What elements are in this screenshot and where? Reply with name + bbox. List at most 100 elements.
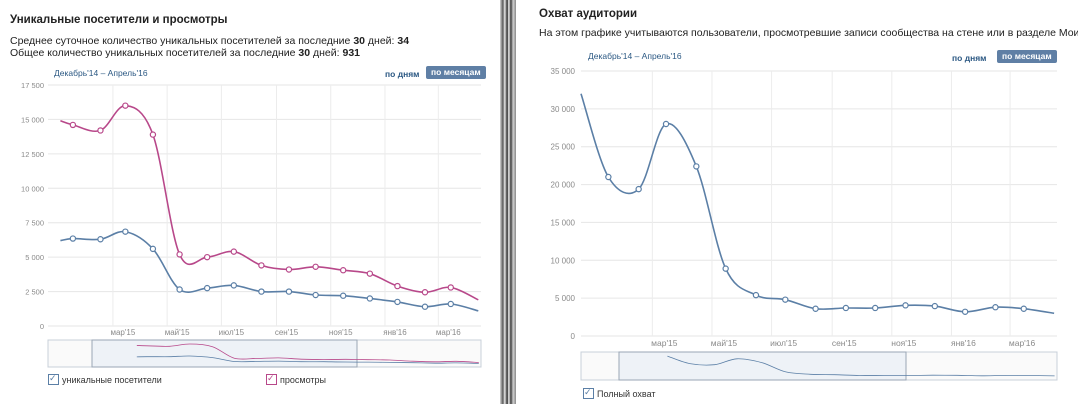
y-tick-label: 15 000 — [21, 115, 44, 124]
x-tick-label: мар'15 — [110, 328, 135, 337]
y-tick-label: 7 500 — [25, 219, 44, 228]
data-point[interactable] — [122, 102, 129, 109]
navigator-series-line — [667, 355, 1055, 377]
data-point[interactable] — [366, 270, 374, 277]
data-point[interactable] — [447, 284, 454, 291]
data-point[interactable] — [285, 288, 293, 295]
y-tick-label: 15 000 — [551, 218, 576, 227]
x-tick-label: май'15 — [711, 338, 738, 348]
data-point[interactable] — [230, 248, 238, 255]
navigator-series-line — [136, 355, 479, 364]
y-tick-label: 35 000 — [551, 67, 576, 76]
y-tick-label: 5 000 — [25, 253, 44, 262]
data-point[interactable] — [782, 296, 789, 303]
data-point[interactable] — [122, 228, 129, 235]
right-chart: 0 5 000 10 000 15 000 20 000 25 000 30 000 35 0… — [551, 67, 1058, 381]
data-point[interactable] — [872, 304, 879, 312]
y-tick-label: 25 000 — [551, 143, 576, 152]
y-tick-label: 30 000 — [551, 105, 576, 114]
plot-area — [48, 85, 481, 326]
legend-views[interactable]: просмотры — [266, 372, 326, 385]
data-point[interactable] — [97, 127, 104, 134]
data-point[interactable] — [203, 284, 211, 292]
x-tick-label: ноя'15 — [891, 338, 916, 348]
x-tick-label: сен'15 — [275, 328, 299, 337]
data-point[interactable] — [339, 267, 347, 274]
data-point[interactable] — [1020, 305, 1027, 312]
panel-divider — [500, 0, 516, 404]
left-chart: 0 2 500 5 000 7 500 10 000 12 500 15 000 17 500… — [21, 81, 482, 368]
data-point[interactable] — [149, 131, 157, 138]
data-point[interactable] — [722, 265, 729, 272]
series-line — [580, 93, 1055, 315]
data-point[interactable] — [230, 282, 238, 289]
data-point[interactable] — [69, 235, 77, 242]
navigator-series-line — [136, 343, 479, 363]
legend-views-label: просмотры — [280, 374, 326, 385]
left-by-days-button[interactable]: по дням — [385, 69, 420, 79]
right-panel-title: Охват аудитории — [539, 8, 638, 20]
data-point[interactable] — [312, 291, 319, 299]
data-point[interactable] — [203, 253, 211, 261]
x-tick-label: мар'16 — [1009, 338, 1036, 348]
data-point[interactable] — [394, 298, 401, 306]
avg-stat-value: 34 — [397, 35, 410, 47]
legend-full-reach[interactable]: Полный охват — [583, 386, 656, 399]
x-tick-label: ноя'15 — [329, 328, 353, 337]
data-point[interactable] — [693, 163, 700, 170]
left-by-months-button[interactable]: по месяцам — [426, 66, 486, 79]
y-tick-label: 0 — [571, 332, 576, 341]
left-date-range[interactable]: Декабрь'14 – Апрель'16 — [54, 68, 148, 78]
legend-unique-visitors[interactable]: уникальные посетители — [48, 372, 162, 385]
data-point[interactable] — [992, 304, 999, 311]
data-point[interactable] — [176, 286, 183, 293]
total-stat-value: 931 — [342, 47, 361, 59]
data-point[interactable] — [842, 304, 850, 312]
y-tick-label: 20 000 — [551, 181, 576, 190]
data-point[interactable] — [394, 282, 401, 290]
data-point[interactable] — [421, 289, 429, 296]
data-point[interactable] — [961, 308, 969, 315]
data-point[interactable] — [931, 302, 939, 310]
views-checkbox-icon[interactable] — [266, 372, 277, 385]
data-point[interactable] — [258, 262, 265, 269]
data-point[interactable] — [902, 302, 909, 309]
data-point[interactable] — [97, 236, 104, 243]
data-point[interactable] — [752, 291, 760, 299]
data-point[interactable] — [662, 120, 670, 128]
data-point[interactable] — [421, 303, 429, 310]
y-tick-label: 5 000 — [555, 294, 576, 303]
data-point[interactable] — [447, 300, 454, 308]
data-point[interactable] — [366, 295, 374, 302]
data-point[interactable] — [69, 121, 77, 129]
x-tick-label: мар'15 — [651, 338, 678, 348]
total-stat-days: 30 — [298, 47, 311, 59]
y-tick-label: 2 500 — [25, 288, 44, 297]
reach-description: На этом графике учитываются пользователи… — [539, 27, 1078, 39]
right-date-range[interactable]: Декабрь'14 – Апрель'16 — [588, 51, 682, 61]
data-point[interactable] — [635, 185, 642, 193]
legend-reach-label: Полный охват — [597, 388, 656, 399]
legend-unique-label: уникальные посетители — [62, 374, 162, 385]
data-point[interactable] — [285, 266, 293, 273]
total-visitors-stat: Общее количество уникальных посетителей … — [10, 47, 360, 59]
data-point[interactable] — [339, 292, 347, 299]
left-panel-title: Уникальные посетители и просмотры — [10, 14, 228, 26]
right-by-days-button[interactable]: по дням — [952, 53, 987, 63]
data-point[interactable] — [312, 263, 319, 270]
data-point[interactable] — [176, 251, 183, 258]
full-reach-checkbox-icon[interactable] — [583, 386, 594, 399]
x-tick-label: июл'15 — [219, 328, 245, 337]
data-point[interactable] — [812, 305, 819, 312]
avg-daily-visitors-stat: Среднее суточное количество уникальных п… — [10, 35, 409, 47]
data-point[interactable] — [258, 288, 265, 295]
x-tick-label: мар'16 — [436, 328, 461, 337]
unique-visitors-checkbox-icon[interactable] — [48, 372, 59, 385]
x-tick-label: янв'16 — [951, 338, 976, 348]
data-point[interactable] — [605, 173, 612, 181]
right-panel: Охват аудитории На этом графике учитываю… — [516, 0, 1078, 404]
data-point[interactable] — [149, 245, 157, 253]
right-by-months-button[interactable]: по месяцам — [997, 50, 1057, 63]
x-tick-label: сен'15 — [832, 338, 857, 348]
y-tick-label: 10 000 — [551, 256, 576, 265]
